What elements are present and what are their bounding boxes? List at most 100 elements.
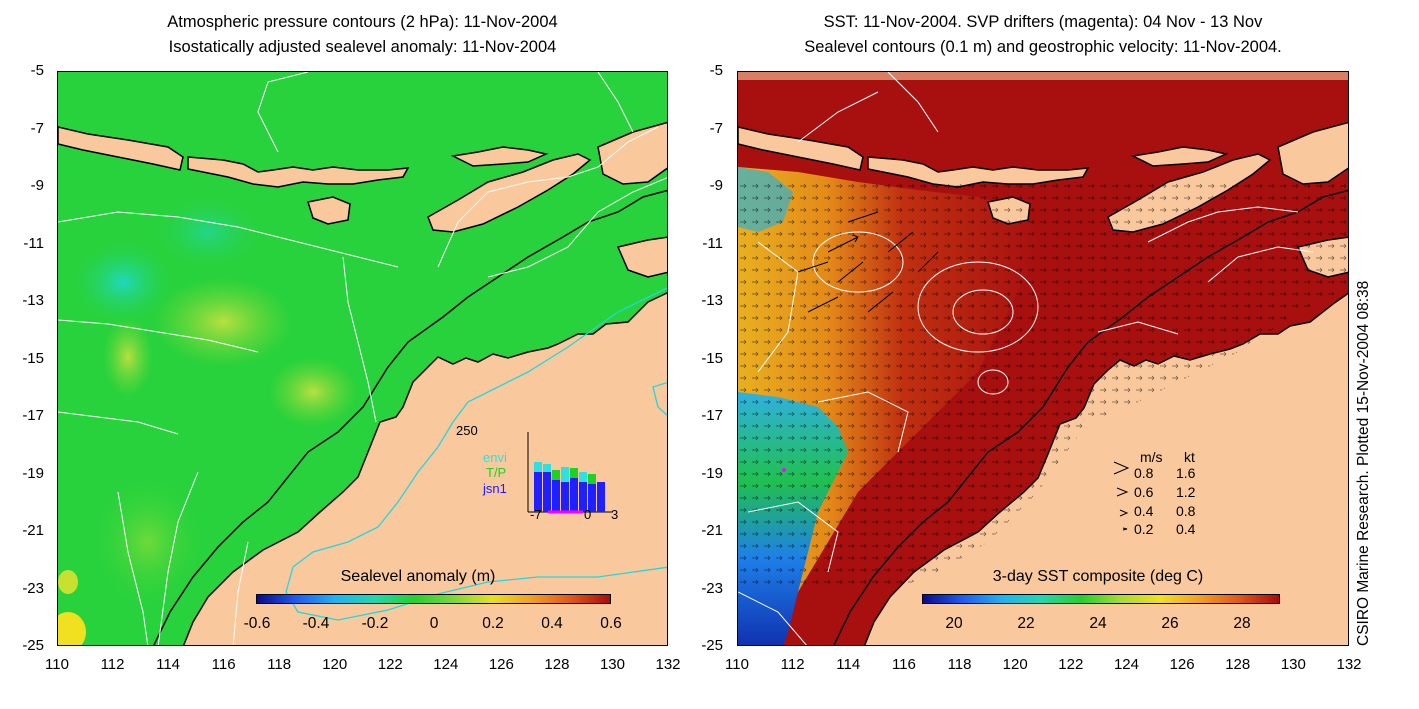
right-y-tick-label: -11 [702,234,723,252]
right-y-tick-label: -7 [709,119,723,137]
velocity-legend-ms-3: 0.4 [1134,503,1154,519]
right-cb-tick-5: 28 [1233,615,1251,632]
velocity-legend-ms-4: 0.2 [1134,521,1154,537]
left-x-tick-label: 118 [267,656,292,673]
plotted-side-note: CSIRO Marine Research. Plotted 15-Nov-20… [1355,280,1372,646]
timor-island [427,153,592,233]
right-colorbar-title: 3-day SST composite (deg C) [992,568,1204,585]
left-cb-tick-4: 0 [429,615,439,632]
pressure-contours [58,72,667,645]
java-island [58,126,184,171]
right-colorbar [922,594,1280,604]
velocity-legend-kt-1: 1.6 [1176,465,1196,481]
right-x-tick-label: 112 [780,656,805,673]
inset-legend-tp: T/P [486,465,507,480]
right-cb-tick-1: 20 [945,615,963,632]
right-y-tick-label: -5 [709,62,723,79]
left-cb-tick-1: -0.6 [243,615,271,632]
inset-xlabel-2: 0 [584,507,592,522]
right-cb-tick-3: 24 [1089,615,1107,632]
left-map-panel: 250 envi T/P jsn1 -7 0 3 Sealevel anomal… [57,71,668,646]
java-island-right [738,126,864,171]
velocity-legend-ms-1: 0.8 [1134,465,1154,481]
left-x-tick-label: 124 [433,656,459,673]
australia-land [182,292,667,645]
velocity-legend-ms-2: 0.6 [1134,484,1154,500]
left-colorbar [256,594,611,604]
right-y-tick-label: -19 [701,464,723,482]
left-y-tick-label: -21 [22,522,44,539]
depth-contour-right [833,189,1348,645]
lesser-sunda-islands-right [867,156,1090,188]
velocity-legend-kt-3: 0.8 [1176,503,1196,519]
velocity-legend-kt-4: 0.4 [1176,521,1196,537]
inset-xlabel-1: -7 [530,507,542,522]
left-title-line2: Isostatically adjusted sealevel anomaly:… [168,38,557,56]
left-cb-tick-2: -0.4 [302,615,330,632]
sealevel-contours [738,72,1314,645]
right-y-tick-label: -13 [701,292,723,309]
right-x-tick-label: 120 [1002,656,1028,673]
left-x-tick-label: 122 [377,656,403,673]
left-cb-tick-6: 0.4 [541,615,563,632]
inset-legend-envi: envi [483,450,507,465]
right-x-tick-label: 122 [1058,656,1084,673]
depth-contour [153,189,667,645]
right-cb-tick-4: 26 [1161,615,1179,632]
svp-drifter-marker [782,468,786,472]
right-y-tick-label: -15 [701,349,723,367]
isobath-contour [285,287,667,621]
left-colorbar-title: Sealevel anomaly (m) [340,568,496,585]
left-y-tick-label: -5 [30,62,44,79]
left-cb-tick-3: -0.2 [361,615,389,632]
left-y-tick-label: -13 [22,292,44,309]
flores-island-right [1130,146,1229,167]
right-cb-tick-2: 22 [1017,615,1035,632]
right-x-tick-label: 116 [891,656,916,673]
right-y-tick-label: -21 [701,522,723,539]
left-y-tick-label: -17 [22,407,44,424]
left-cb-tick-5: 0.2 [482,615,504,632]
lesser-sunda-islands [187,156,410,188]
right-x-tick-label: 118 [947,656,972,673]
left-cb-tick-7: 0.6 [600,615,622,632]
left-y-tick-label: -15 [22,349,44,367]
right-y-tick-label: -17 [701,407,723,424]
right-x-tick-label: 130 [1280,656,1306,673]
left-x-tick-label: 126 [488,656,514,673]
left-y-tick-label: -9 [30,177,44,194]
left-y-tick-label: -11 [23,234,44,252]
right-y-tick-label: -23 [701,579,723,597]
inset-histogram [527,432,613,514]
right-x-tick-label: 132 [1336,656,1362,673]
right-y-tick-label: -9 [709,177,723,194]
flores-island [450,146,549,167]
right-x-tick-label: 114 [836,656,861,673]
left-x-tick-label: 132 [655,656,681,673]
velocity-legend-arrows [1113,461,1130,531]
left-x-tick-label: 130 [599,656,625,673]
left-x-tick-label: 120 [322,656,348,673]
northern-land-right [1277,121,1348,185]
geostrophic-velocity-arrows [797,211,939,313]
right-map-panel: m/s kt 0.8 1.6 0.6 1.2 0.4 0.8 0.2 0.4 3… [737,71,1349,646]
right-title-line1: SST: 11-Nov-2004. SVP drifters (magenta)… [823,13,1263,31]
velocity-legend-header-kt: kt [1184,449,1195,465]
sumba-island [307,196,351,225]
left-x-tick-label: 114 [156,656,181,673]
right-x-tick-label: 124 [1113,656,1139,673]
left-x-tick-label: 110 [45,656,69,673]
left-x-tick-label: 116 [211,656,236,673]
sealevel-anomaly-map [58,72,667,645]
left-y-tick-label: -25 [22,637,44,654]
sst-map [738,72,1348,645]
right-title-line2: Sealevel contours (0.1 m) and geostrophi… [804,38,1282,56]
right-x-tick-label: 126 [1169,656,1195,673]
left-x-tick-label: 112 [100,656,125,673]
inset-ymax-label: 250 [456,423,478,438]
inset-xlabel-3: 3 [611,507,619,522]
right-x-tick-label: 110 [725,656,749,673]
velocity-legend-kt-2: 1.2 [1176,484,1196,500]
left-y-tick-label: -23 [22,579,44,597]
left-y-tick-label: -7 [30,119,44,137]
